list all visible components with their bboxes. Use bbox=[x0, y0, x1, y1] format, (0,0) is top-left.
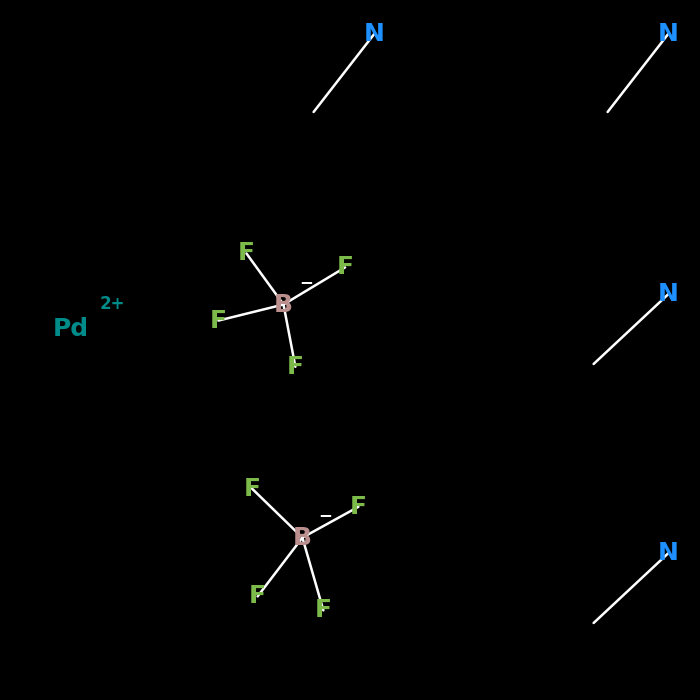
Text: F: F bbox=[249, 584, 266, 608]
Text: N: N bbox=[658, 282, 679, 306]
Text: N: N bbox=[658, 22, 679, 46]
Text: F: F bbox=[287, 355, 304, 379]
Text: F: F bbox=[337, 256, 354, 279]
Text: Pd: Pd bbox=[52, 317, 89, 341]
Text: F: F bbox=[350, 495, 367, 519]
Text: F: F bbox=[244, 477, 260, 500]
Text: −: − bbox=[318, 506, 332, 524]
Text: 2+: 2+ bbox=[100, 295, 125, 313]
Text: F: F bbox=[210, 309, 227, 332]
Text: B: B bbox=[274, 293, 293, 316]
Text: F: F bbox=[238, 241, 255, 265]
Text: B: B bbox=[293, 526, 312, 550]
Text: N: N bbox=[658, 541, 679, 565]
Text: F: F bbox=[315, 598, 332, 622]
Text: −: − bbox=[299, 273, 313, 291]
Text: N: N bbox=[364, 22, 385, 46]
